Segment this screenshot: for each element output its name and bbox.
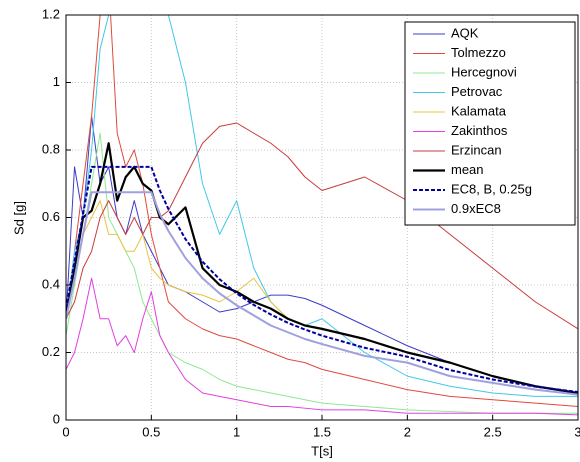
y-axis-label: Sd [g]	[11, 201, 26, 235]
legend-label: Erzincan	[451, 142, 502, 157]
x-tick-label: 0	[62, 424, 69, 439]
y-tick-label: 0.4	[42, 276, 60, 291]
series-line	[66, 15, 578, 397]
legend-label: Petrovac	[451, 84, 503, 99]
series-line	[66, 191, 578, 396]
series-line	[66, 142, 578, 395]
legend-label: AQK	[451, 25, 479, 40]
series-line	[66, 277, 578, 416]
y-tick-label: 1	[53, 74, 60, 89]
legend-label: EC8, B, 0.25g	[451, 181, 532, 196]
x-tick-label: 2	[404, 424, 411, 439]
x-tick-label: 0.5	[142, 424, 160, 439]
plot-lines	[66, 15, 578, 416]
y-tick-label: 1.2	[42, 6, 60, 21]
legend-label: 0.9xEC8	[451, 201, 501, 216]
legend-label: Zakinthos	[451, 123, 508, 138]
legend-label: Hercegnovi	[451, 64, 517, 79]
series-line	[66, 200, 578, 394]
y-tick-label: 0.6	[42, 209, 60, 224]
legend-label: Kalamata	[451, 103, 507, 118]
series-line	[66, 165, 578, 393]
x-tick-label: 3	[574, 424, 580, 439]
series-line	[66, 15, 578, 407]
x-tick-label: 2.5	[484, 424, 502, 439]
x-axis-label: T[s]	[311, 443, 333, 458]
legend-label: mean	[451, 162, 484, 177]
legend-box	[404, 21, 576, 226]
y-tick-label: 0.8	[42, 141, 60, 156]
legend-label: Tolmezzo	[451, 45, 506, 60]
series-line	[66, 122, 578, 330]
x-tick-label: 1.5	[313, 424, 331, 439]
series-line	[66, 132, 578, 414]
y-tick-label: 0.2	[42, 344, 60, 359]
legend: AQK Tolmezzo Hercegnovi Petrovac Kalamata Zak…	[404, 21, 576, 226]
y-tick-label: 0	[53, 411, 60, 426]
x-tick-label: 1	[233, 424, 240, 439]
